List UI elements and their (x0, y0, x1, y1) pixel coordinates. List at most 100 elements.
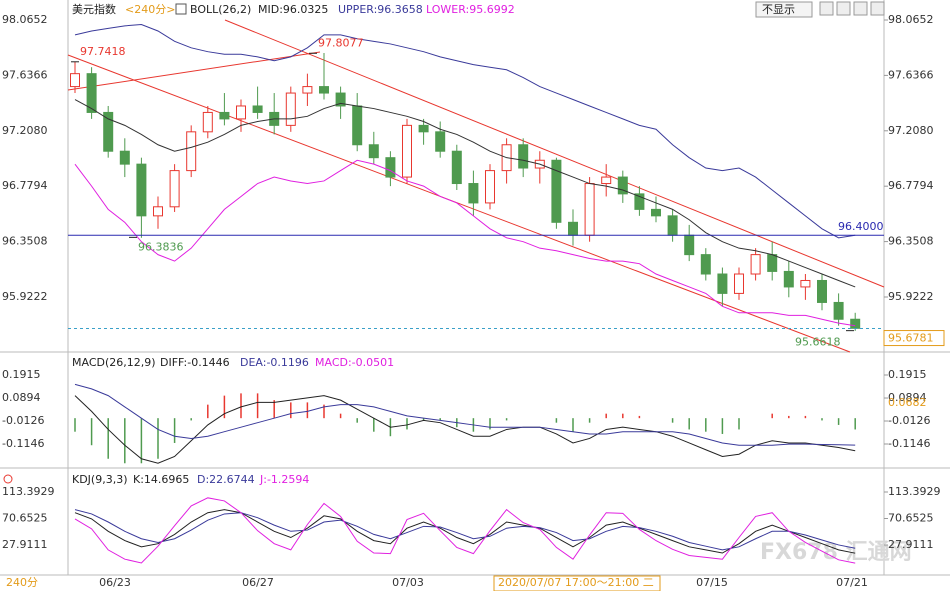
candle-body (252, 105, 263, 113)
y-tick-label: 113.3929 (2, 485, 55, 498)
settings-icon[interactable] (3, 474, 13, 484)
candle-body (202, 111, 213, 133)
candle-body (451, 150, 462, 185)
y-tick-label: 113.3929 (888, 485, 941, 498)
x-tick-label: 07/15 (696, 576, 728, 589)
candle-body (402, 124, 412, 178)
candle-body (319, 86, 329, 94)
tool-button[interactable] (853, 1, 868, 16)
candle-body (617, 176, 628, 195)
x-tick-label: 07/21 (836, 576, 868, 589)
tool-button[interactable] (836, 1, 851, 16)
line (74, 99, 856, 288)
y-tick-label: 0.1915 (888, 368, 927, 381)
line (74, 497, 856, 564)
marker-label: 97.7418 (80, 45, 126, 58)
y-tick-label: 97.6366 (2, 68, 48, 81)
bottom-period[interactable]: 240分 (6, 576, 38, 589)
last-label: 95.6781 (888, 332, 934, 345)
candle-body (169, 170, 180, 208)
candle-body (584, 183, 595, 236)
y-tick-label: 96.3508 (888, 235, 934, 248)
y-tick-label: -0.0126 (888, 414, 930, 427)
channel-line (67, 51, 321, 91)
y-tick-label: 70.6525 (2, 511, 48, 524)
hline-label: 96.4000 (838, 220, 884, 233)
candle-body (800, 279, 811, 288)
x-tick-label: 06/27 (242, 576, 274, 589)
candle-body (667, 215, 678, 236)
candle-body (385, 157, 396, 178)
candle-body (700, 254, 711, 275)
tool-button[interactable] (819, 1, 834, 16)
marker-label: 96.3836 (138, 240, 184, 253)
y-tick-label: -0.1146 (2, 437, 44, 450)
last-box (883, 330, 945, 347)
line (74, 509, 856, 551)
lower: LOWER:95.6992 (426, 3, 515, 16)
candle-body (651, 208, 661, 217)
line (74, 395, 856, 464)
line (74, 383, 856, 446)
y-tick-label: 0.1915 (2, 368, 41, 381)
candle-body (717, 273, 728, 294)
y-tick-label: 27.9111 (888, 538, 934, 551)
candle-body (734, 273, 744, 294)
symbol: 美元指数 (72, 2, 116, 16)
line (74, 509, 856, 554)
candle-body (518, 144, 529, 169)
hide-label[interactable]: 不显示 (762, 3, 795, 16)
candle-body (418, 124, 429, 133)
candle-body (368, 144, 379, 159)
y-tick-label: 96.3508 (2, 235, 48, 248)
line (74, 159, 856, 327)
y-tick-label: 97.2080 (888, 124, 934, 137)
period[interactable]: <240分> (125, 3, 175, 16)
candle-body (634, 193, 645, 210)
candle-body (219, 111, 230, 120)
macd-dea: DEA:-0.1196 (240, 356, 309, 369)
last-label: 0.0682 (888, 396, 927, 409)
y-tick-label: 95.9222 (2, 290, 48, 303)
macd-diff: DIFF:-0.1446 (160, 356, 230, 369)
candle-body (153, 206, 163, 217)
y-tick-label: 96.7794 (888, 179, 934, 192)
y-tick-label: 97.2080 (2, 124, 48, 137)
upper: UPPER:96.3658 (338, 3, 423, 16)
candle-body (86, 73, 97, 113)
tool-button[interactable] (870, 1, 885, 16)
y-tick-label: 70.6525 (888, 511, 934, 524)
y-tick-label: 98.0652 (888, 13, 934, 26)
macd-value: MACD:-0.0501 (315, 356, 394, 369)
candle-body (568, 221, 578, 236)
candle-body (468, 183, 479, 204)
x-tick-label: 07/03 (392, 576, 424, 589)
candle-body (833, 301, 844, 320)
candle-body (850, 318, 861, 329)
hide-button[interactable] (755, 1, 813, 18)
kdj-name: KDJ(9,3,3) (72, 473, 128, 486)
candle-body (783, 270, 794, 288)
mid: MID:96.0325 (258, 3, 328, 16)
y-tick-label: 27.9111 (2, 538, 48, 551)
candle-body (485, 170, 495, 204)
candle-body (70, 73, 80, 88)
line (74, 24, 856, 239)
icon[interactable] (175, 3, 187, 15)
kdj-d: D:22.6744 (197, 473, 255, 486)
marker-label: 95.6618 (795, 336, 841, 349)
candle-body (236, 105, 246, 120)
candle-body (136, 163, 147, 217)
candle-body (119, 150, 130, 165)
period-box[interactable] (0, 576, 42, 591)
y-tick-label: -0.1146 (888, 437, 930, 450)
channel-line (224, 19, 885, 288)
candle-body (684, 234, 695, 256)
y-tick-label: 96.7794 (2, 179, 48, 192)
y-tick-label: 98.0652 (2, 13, 48, 26)
candle-body (335, 92, 346, 107)
y-tick-label: 95.9222 (888, 290, 934, 303)
candle-body (103, 111, 114, 152)
